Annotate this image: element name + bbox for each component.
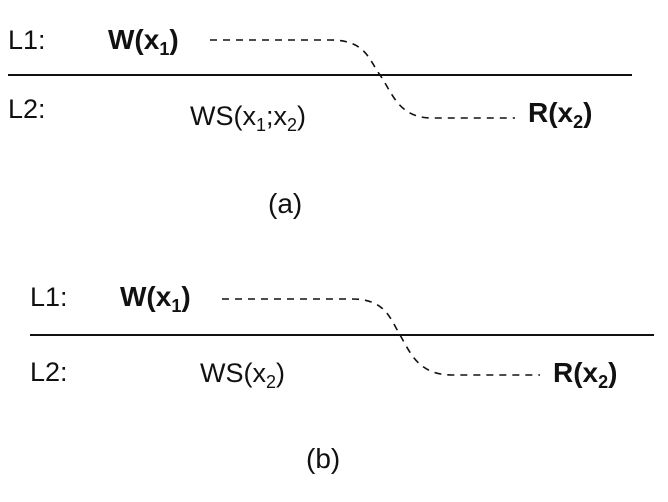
- lane2-label-b: L2:: [30, 357, 68, 387]
- message-arrow-b: [222, 298, 540, 376]
- write-op-b: W(x1): [120, 281, 191, 316]
- write-op-a: W(x1): [108, 24, 179, 59]
- panel-a: L1: W(x1) L2: WS(x1;x2) R(x2) (a): [8, 24, 632, 219]
- lane1-label-b: L1:: [30, 282, 68, 312]
- panel-b: L1: W(x1) L2: WS(x2) R(x2) (b): [30, 281, 654, 474]
- lane2-label-a: L2:: [8, 94, 46, 124]
- caption-b: (b): [306, 443, 340, 474]
- caption-a: (a): [268, 188, 302, 219]
- write-set-b: WS(x2): [200, 358, 285, 392]
- write-set-a: WS(x1;x2): [190, 101, 306, 135]
- read-op-b: R(x2): [553, 357, 617, 392]
- message-arrow-a: [210, 39, 515, 119]
- read-op-a: R(x2): [528, 97, 592, 132]
- lane1-label-a: L1:: [8, 25, 46, 55]
